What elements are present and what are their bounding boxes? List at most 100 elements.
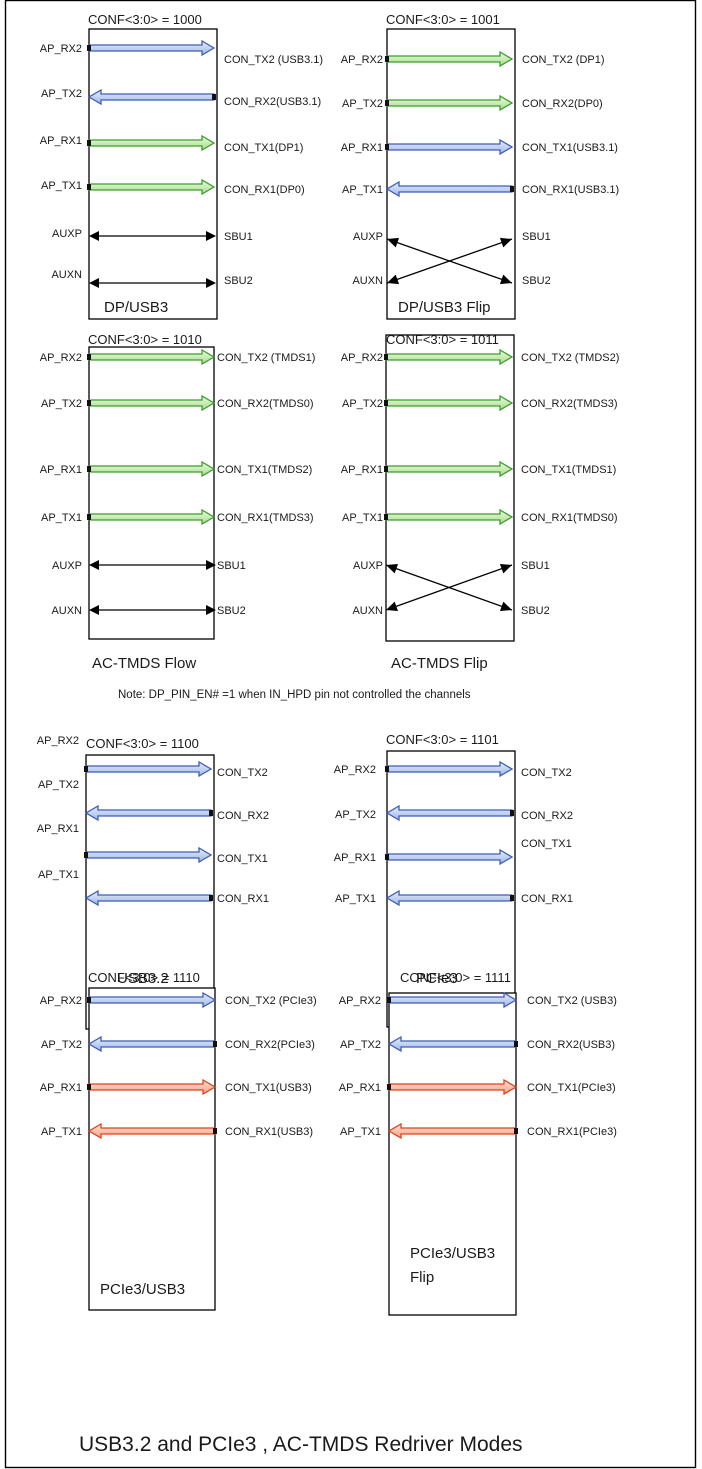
- ap-pin-label: AUXN: [352, 605, 383, 617]
- page-title: USB3.2 and PCIe3 , AC-TMDS Redriver Mode…: [79, 1433, 523, 1456]
- aux-cross-b-head-end: [499, 563, 512, 574]
- channel-arrow: [386, 848, 514, 866]
- channel-arrow-tail: [209, 895, 213, 901]
- conf-label: CONF<3:0> = 1100: [86, 736, 199, 751]
- mode-label: AC-TMDS Flip: [391, 655, 488, 672]
- channel-arrow: [385, 180, 513, 198]
- channel-arrow-tail: [213, 1041, 217, 1047]
- channel-arrow: [386, 94, 514, 112]
- channel-arrow: [87, 88, 215, 106]
- channel-arrow: [88, 178, 216, 196]
- mode-panel: CONF<3:0> = 1101 PCIe3 AP_RX2 CON_TX2 AP_TX2…: [334, 732, 573, 1028]
- ap-pin-label: AP_RX2: [341, 352, 383, 364]
- channel-arrow: [386, 50, 514, 68]
- con-pin-label: CON_TX2 (TMDS1): [217, 352, 315, 364]
- aux-arrow-head-right: [206, 605, 216, 615]
- mode-label: PCIe3/USB3: [410, 1245, 495, 1262]
- channel-arrow-tail: [84, 766, 88, 772]
- aux-arrow-head-right: [206, 278, 216, 288]
- con-pin-label: SBU1: [522, 231, 551, 243]
- channel-arrow-tail: [385, 854, 389, 860]
- ap-pin-label: AP_TX1: [335, 893, 376, 905]
- channel-arrow: [387, 1035, 517, 1053]
- conf-label: CONF<3:0> = 1111: [400, 970, 511, 985]
- conf-label: CONF<3:0> = 1000: [88, 12, 202, 27]
- aux-cross-b: [386, 238, 513, 284]
- channel-arrow: [387, 1122, 517, 1140]
- channel-arrow-tail: [87, 514, 91, 520]
- ap-pin-label: AP_TX2: [41, 1039, 82, 1051]
- channel-arrow-tail: [87, 997, 91, 1003]
- channel-arrow-tail: [385, 100, 389, 106]
- redriver-box: [386, 28, 516, 320]
- con-pin-label: CON_RX2(DP0): [522, 98, 603, 110]
- con-pin-label: CON_RX1: [217, 893, 269, 905]
- con-pin-label: CON_RX2: [521, 810, 573, 822]
- redriver-box: [88, 346, 215, 640]
- channel-arrow-tail: [87, 45, 91, 51]
- channel-arrow: [88, 134, 216, 152]
- mode-panel: CONF<3:0> = 1110 PCIe3/USB3 AP_RX2 CON_TX2 …: [40, 970, 317, 1311]
- con-pin-label: SBU2: [521, 605, 550, 617]
- con-pin-label: CON_TX1(USB3.1): [522, 142, 618, 154]
- channel-arrow-tail: [387, 1084, 391, 1090]
- con-pin-label: CON_TX1(TMDS2): [217, 464, 312, 476]
- channel-arrow-tail: [87, 354, 91, 360]
- con-pin-label: CON_TX2 (USB3): [527, 995, 617, 1007]
- channel-arrow: [88, 39, 216, 57]
- channel-arrow: [87, 1035, 216, 1053]
- con-pin-label: CON_RX2(USB3.1): [224, 96, 321, 108]
- con-pin-label: CON_TX1: [521, 838, 572, 850]
- ap-pin-label: AP_TX1: [342, 512, 383, 524]
- ap-pin-label: AP_RX2: [40, 352, 82, 364]
- con-pin-label: CON_TX2 (PCIe3): [225, 995, 317, 1007]
- conf-label: CONF<3:0> = 1011: [386, 332, 499, 347]
- ap-pin-label: AP_TX2: [342, 398, 383, 410]
- con-pin-label: CON_TX1: [217, 853, 268, 865]
- redriver-box: [85, 754, 215, 1030]
- channel-arrow-tail: [87, 140, 91, 146]
- con-pin-label: CON_RX2(TMDS0): [217, 398, 314, 410]
- channel-arrow-tail: [212, 94, 216, 100]
- channel-arrow: [88, 991, 217, 1009]
- con-pin-label: CON_RX1(PCIe3): [527, 1126, 617, 1138]
- aux-arrow-head-left: [89, 231, 99, 241]
- channel-arrow-tail: [510, 810, 514, 816]
- con-pin-label: CON_RX1: [521, 893, 573, 905]
- mode-label: DP/USB3: [104, 299, 168, 316]
- redriver-box: [88, 987, 216, 1311]
- channel-arrow-tail: [385, 56, 389, 62]
- mode-label-line2: Flip: [410, 1269, 434, 1286]
- aux-arrow-head-right: [206, 231, 216, 241]
- ap-pin-label: AP_RX2: [40, 995, 82, 1007]
- con-pin-label: CON_RX1(TMDS3): [217, 512, 314, 524]
- aux-arrow-head-left: [89, 605, 99, 615]
- aux-arrow-head-right: [206, 560, 216, 570]
- aux-cross-b-head-start: [387, 274, 400, 285]
- ap-pin-label: AUXN: [352, 275, 383, 287]
- con-pin-label: CON_TX2: [521, 767, 572, 779]
- mode-panel: CONF<3:0> = 1011 AC-TMDS Flip AP_RX2 CON_TX…: [341, 332, 620, 672]
- aux-cross-b: [385, 564, 513, 611]
- con-pin-label: CON_RX1(DP0): [224, 184, 305, 196]
- aux-cross-a-head-end: [499, 601, 512, 612]
- channel-arrow: [88, 394, 216, 412]
- mode-panel: CONF<3:0> = 1001 DP/USB3 Flip AP_RX2 CON_TX…: [341, 12, 619, 320]
- channel-arrow: [85, 846, 213, 864]
- ap-pin-label: AP_RX1: [334, 852, 376, 864]
- con-pin-label: CON_RX2: [217, 810, 269, 822]
- channel-arrow: [386, 138, 514, 156]
- channel-arrow-tail: [384, 466, 388, 472]
- channel-arrow-tail: [209, 810, 213, 816]
- con-pin-label: CON_TX1(USB3): [225, 1082, 312, 1094]
- ap-pin-label: AP_RX1: [40, 1082, 82, 1094]
- channel-arrow: [88, 460, 216, 478]
- channel-arrow-tail: [384, 400, 388, 406]
- ap-pin-label: AP_RX2: [341, 54, 383, 66]
- channel-arrow: [385, 804, 513, 822]
- con-pin-label: CON_RX1(TMDS0): [521, 512, 618, 524]
- ap-pin-label: AP_TX1: [41, 180, 82, 192]
- ap-pin-label: AUXN: [51, 605, 82, 617]
- ap-pin-label: AP_TX1: [38, 869, 79, 881]
